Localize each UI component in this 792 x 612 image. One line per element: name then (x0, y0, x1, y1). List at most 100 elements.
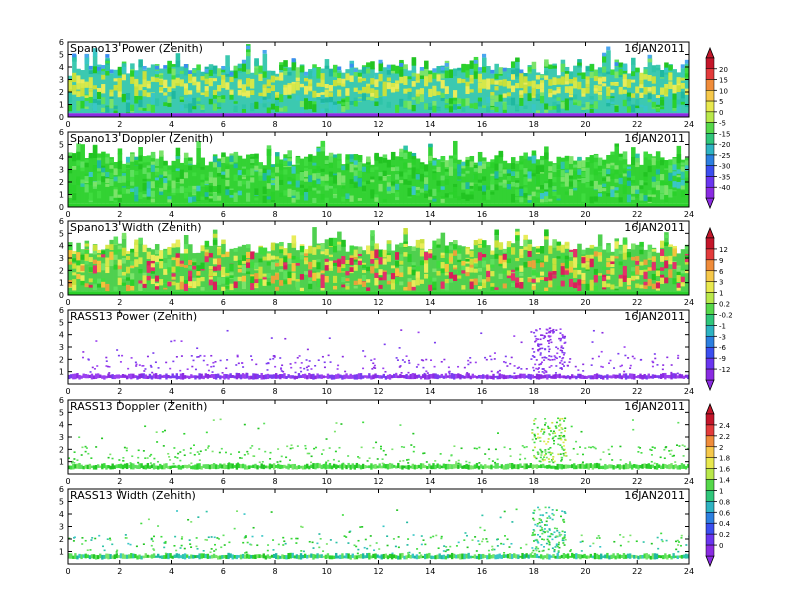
data-cell (500, 464, 503, 469)
data-cell (482, 66, 487, 72)
x-tick-label: 24 (684, 120, 694, 129)
data-dot (376, 458, 379, 460)
data-dot (617, 352, 620, 355)
data-dot (663, 457, 666, 460)
data-cell (134, 171, 139, 175)
data-dot (536, 368, 539, 370)
data-cell (320, 73, 326, 80)
data-cell (432, 104, 437, 113)
data-dot (563, 361, 566, 364)
data-dot (382, 367, 385, 370)
x-tick-label: 24 (684, 387, 694, 396)
data-cell (351, 463, 354, 469)
data-cell (413, 373, 417, 380)
data-dot (547, 340, 550, 342)
data-cell (337, 265, 342, 273)
data-cell (477, 252, 483, 261)
data-cell (430, 373, 433, 379)
data-cell (390, 159, 396, 204)
data-cell (138, 268, 143, 274)
data-cell (167, 259, 172, 268)
data-dot (374, 367, 377, 369)
data-cell (320, 464, 323, 470)
data-cell (622, 239, 628, 246)
data-dot (686, 447, 689, 450)
data-cell (595, 462, 599, 469)
data-dot (524, 457, 527, 460)
x-tick-label: 14 (425, 477, 435, 486)
data-dot (270, 337, 273, 339)
data-dot (549, 453, 552, 456)
data-cell (523, 234, 528, 242)
data-cell (357, 278, 363, 285)
data-cell (643, 173, 648, 181)
data-cell (428, 252, 433, 259)
data-cell (275, 373, 278, 379)
data-cell (349, 158, 355, 163)
data-cell (622, 74, 628, 82)
data-dot (116, 349, 119, 351)
data-cell (682, 375, 686, 379)
data-dot (538, 348, 541, 351)
data-cell (332, 175, 338, 184)
data-cell (535, 464, 539, 469)
data-cell (105, 64, 110, 72)
data-cell (515, 171, 520, 178)
data-cell (651, 86, 657, 95)
data-cell (183, 83, 189, 89)
data-cell (384, 464, 388, 469)
data-cell (324, 89, 330, 95)
data-cell (163, 286, 168, 290)
data-cell (188, 94, 193, 102)
data-cell (368, 465, 371, 469)
data-cell (130, 248, 135, 253)
data-cell (167, 187, 172, 193)
data-dot (555, 427, 558, 429)
data-cell (72, 54, 77, 62)
data-cell (469, 155, 475, 204)
data-cell (167, 197, 172, 203)
data-cell (357, 373, 361, 380)
data-cell (320, 98, 326, 103)
data-cell (332, 262, 338, 266)
data-cell (303, 178, 309, 182)
data-cell (121, 275, 127, 280)
data-cell (631, 57, 636, 65)
data-cell (99, 553, 102, 559)
data-cell (465, 81, 470, 88)
data-cell (490, 162, 495, 169)
data-cell (217, 277, 222, 285)
data-cell (647, 153, 653, 160)
data-cell (618, 69, 624, 76)
data-cell (453, 97, 458, 101)
data-cell (399, 66, 404, 114)
data-cell (539, 155, 545, 204)
data-cell (515, 231, 520, 238)
data-cell (109, 554, 112, 559)
data-dot (639, 447, 642, 449)
data-cell (101, 151, 106, 158)
data-cell (171, 64, 177, 67)
data-cell (676, 465, 679, 470)
data-cell (72, 263, 77, 269)
data-cell (171, 465, 174, 469)
data-dot (673, 454, 676, 457)
data-cell (146, 267, 152, 273)
data-cell (254, 283, 259, 287)
data-cell (585, 161, 591, 170)
data-cell (332, 195, 338, 199)
data-cell (399, 63, 404, 67)
data-dot (539, 448, 542, 451)
data-cell (328, 92, 334, 97)
data-cell (668, 159, 673, 166)
data-cell (217, 195, 222, 201)
x-tick-label: 12 (373, 120, 383, 129)
data-cell (324, 197, 330, 203)
data-dot (540, 452, 543, 454)
data-cell (78, 553, 81, 559)
data-cell (585, 254, 591, 259)
data-cell (655, 375, 659, 378)
data-dot (173, 339, 176, 342)
data-cell (440, 156, 446, 161)
data-dot (179, 459, 182, 462)
